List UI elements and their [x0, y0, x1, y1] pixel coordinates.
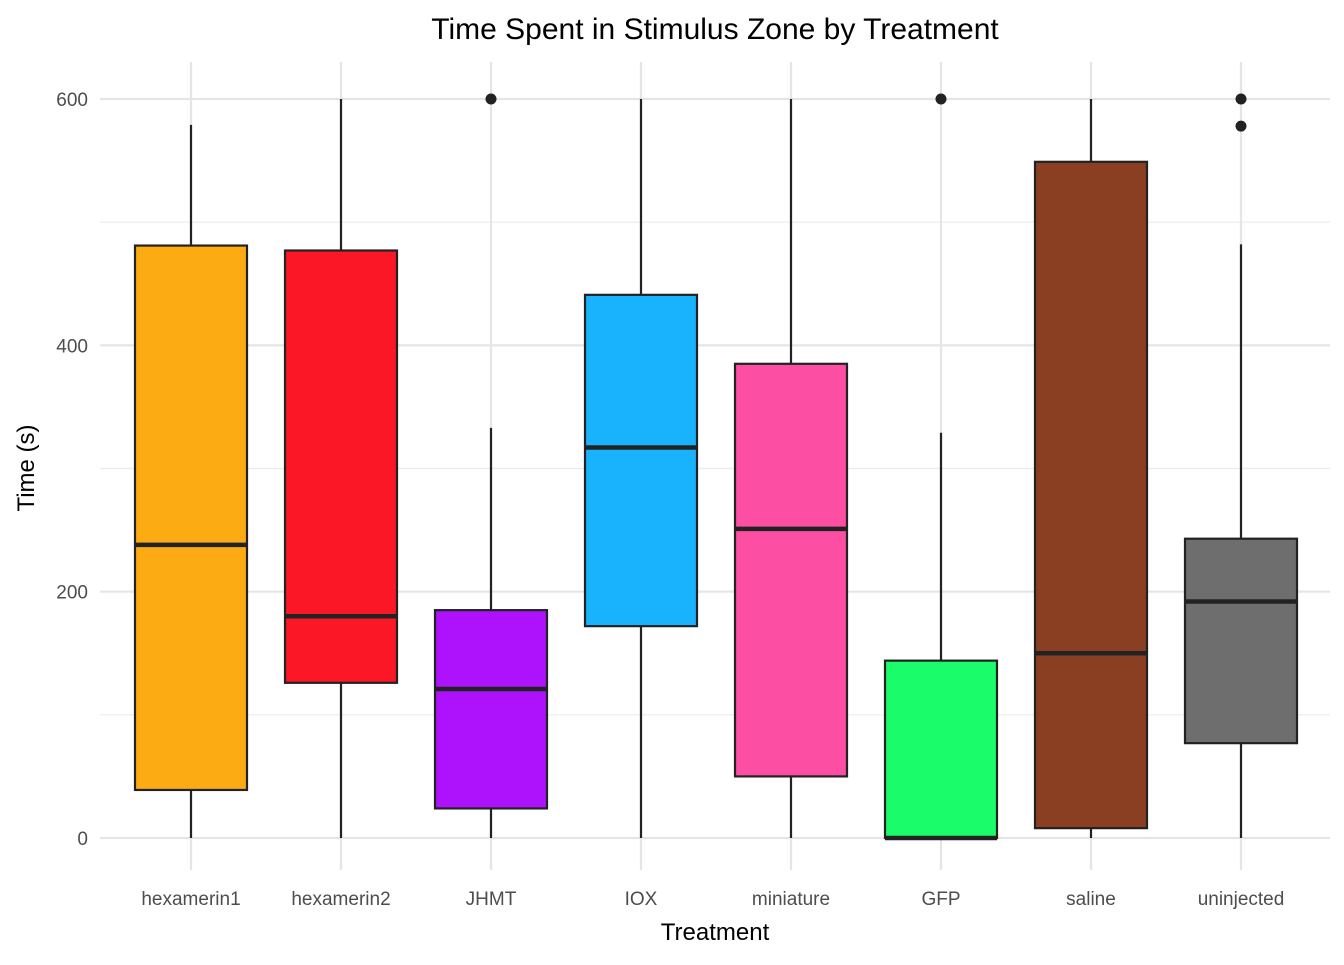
box: [883, 659, 999, 840]
box: [583, 293, 699, 628]
box-IOX: [583, 99, 699, 838]
x-tick-label: miniature: [752, 889, 830, 910]
x-tick-label: hexamerin2: [291, 889, 390, 910]
x-tick-label: JHMT: [466, 889, 517, 910]
y-tick-label: 600: [56, 90, 88, 111]
box: [733, 362, 849, 778]
outlier-point: [485, 93, 497, 105]
y-tick-label: 200: [56, 583, 88, 604]
box: [133, 244, 249, 792]
outlier-point: [1235, 120, 1247, 132]
y-tick-label: 400: [56, 336, 88, 357]
x-tick-label: GFP: [921, 889, 960, 910]
x-axis-ticks: hexamerin1 hexamerin2 JHMT IOX miniature GFP s…: [141, 889, 1284, 910]
y-axis-ticks: 0 200 400 600: [56, 90, 88, 850]
box: [1033, 160, 1149, 830]
box-JHMT: [433, 93, 549, 838]
box-saline: [1033, 99, 1149, 838]
y-tick-label: 0: [77, 829, 88, 850]
outlier-point: [935, 93, 947, 105]
x-tick-label: saline: [1066, 889, 1116, 910]
x-tick-label: IOX: [625, 889, 658, 910]
x-tick-label: hexamerin1: [141, 889, 240, 910]
box: [283, 249, 399, 684]
outlier-point: [1235, 93, 1247, 105]
box-uninjected: [1183, 93, 1299, 838]
y-axis-label: Time (s): [13, 424, 40, 511]
box: [433, 609, 549, 810]
box-miniature: [733, 99, 849, 838]
boxes: [133, 93, 1299, 841]
chart-title: Time Spent in Stimulus Zone by Treatment: [431, 13, 999, 46]
x-tick-label: uninjected: [1198, 889, 1285, 910]
box: [1183, 537, 1299, 745]
box-hexamerin1: [133, 124, 249, 838]
box-hexamerin2: [283, 99, 399, 838]
box-GFP: [883, 93, 999, 841]
x-axis-label: Treatment: [661, 919, 770, 946]
